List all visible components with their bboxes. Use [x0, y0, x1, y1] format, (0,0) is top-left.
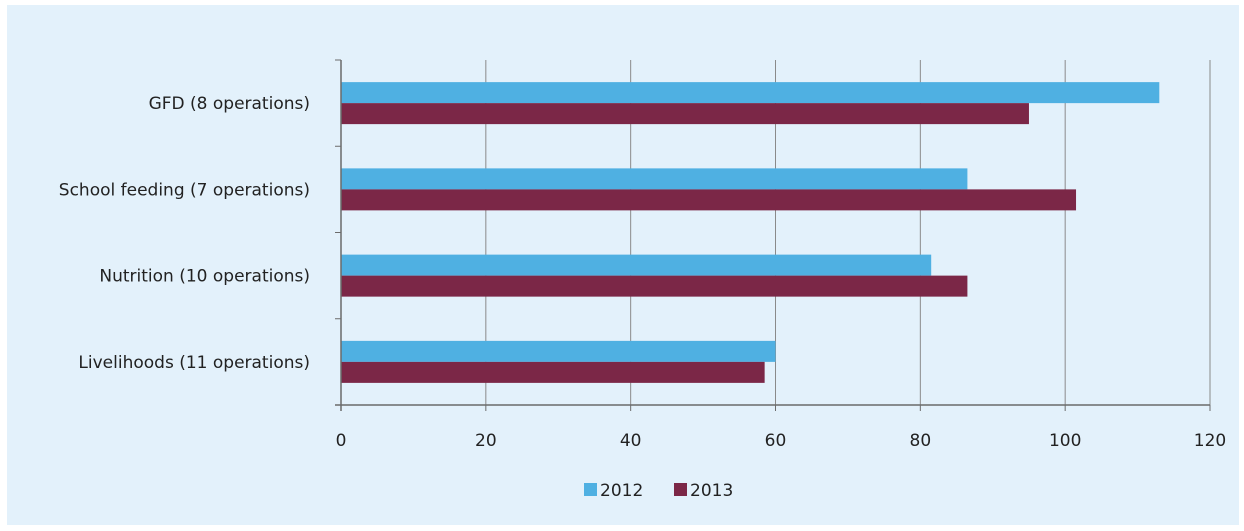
- x-tick-label: 120: [1194, 431, 1226, 451]
- bar-2013-2: [341, 276, 967, 297]
- category-label: Livelihoods (11 operations): [78, 353, 310, 373]
- x-tick-label: 60: [765, 431, 787, 451]
- legend: 2012 2013: [584, 481, 733, 501]
- category-label: GFD (8 operations): [149, 94, 310, 114]
- bar-2013-0: [341, 103, 1029, 124]
- bar-2012-3: [341, 341, 776, 362]
- bar-2013-3: [341, 362, 765, 383]
- x-tick-label: 100: [1049, 431, 1081, 451]
- x-tick-label: 0: [336, 431, 347, 451]
- bar-2012-0: [341, 82, 1159, 103]
- bar-2012-1: [341, 168, 967, 189]
- legend-label: 2013: [690, 481, 733, 501]
- category-labels: GFD (8 operations) School feeding (7 oper…: [59, 94, 310, 373]
- bar-2012-2: [341, 255, 931, 276]
- x-tick-labels: 0 20 40 60 80 100 120: [336, 431, 1227, 451]
- legend-swatch-2012: [584, 483, 597, 496]
- x-tick-label: 40: [620, 431, 642, 451]
- legend-label: 2012: [600, 481, 643, 501]
- bar-2013-1: [341, 189, 1076, 210]
- category-label: Nutrition (10 operations): [99, 267, 310, 287]
- bars: [341, 82, 1159, 383]
- x-tick-label: 20: [475, 431, 497, 451]
- x-tick-label: 80: [910, 431, 932, 451]
- legend-swatch-2013: [674, 483, 687, 496]
- category-label: School feeding (7 operations): [59, 180, 310, 200]
